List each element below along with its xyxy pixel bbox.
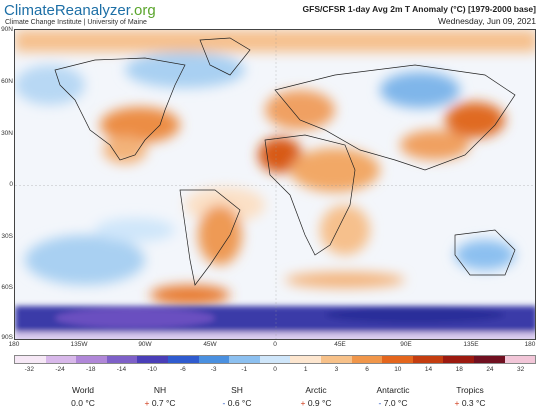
colorbar-swatch xyxy=(137,356,168,363)
colorbar-tick-label: -6 xyxy=(179,366,186,373)
anomaly-field xyxy=(15,30,535,305)
stat-tropics: Tropics + 0.3 °C xyxy=(435,385,505,408)
stat-sh: SH - 0.6 °C xyxy=(202,385,272,408)
colorbar-swatch xyxy=(76,356,107,363)
lon-label-90e: 90E xyxy=(400,341,412,348)
lat-label-60n: 60N xyxy=(1,78,13,85)
colorbar-swatch xyxy=(15,356,46,363)
colorbar-tick-label: -3 xyxy=(210,366,217,373)
colorbar-tick-label: 6 xyxy=(365,366,369,373)
stat-tropics-name: Tropics xyxy=(456,385,484,395)
stat-tropics-value: + 0.3 °C xyxy=(454,398,486,408)
colorbar-tick-label: 24 xyxy=(486,366,494,373)
institute-label: Climate Change Institute | University of… xyxy=(5,19,147,26)
stat-world-name: World xyxy=(71,385,95,395)
colorbar-swatch xyxy=(351,356,383,363)
stat-sh-name: SH xyxy=(231,385,243,395)
greenland-outline xyxy=(199,37,251,76)
colorbar-swatch xyxy=(106,356,138,363)
colorbar-swatch xyxy=(229,356,260,363)
lon-label-180e: 180 xyxy=(524,341,536,348)
lat-label-30n: 30N xyxy=(1,130,13,137)
stat-sh-value: - 0.6 °C xyxy=(222,398,252,408)
north-america-outline xyxy=(54,57,186,161)
colorbar-swatch xyxy=(320,356,352,363)
stat-world: World 0.0 °C xyxy=(48,385,118,408)
stat-antarctic: Antarctic - 7.0 °C xyxy=(358,385,428,408)
lon-label-90w: 90W xyxy=(138,341,152,348)
colorbar-tick-label: 1 xyxy=(303,366,308,373)
australia-outline xyxy=(454,229,516,276)
stat-nh: NH + 0.7 °C xyxy=(125,385,195,408)
stat-nh-name: NH xyxy=(153,385,167,395)
lat-label-0: 0 xyxy=(9,181,13,188)
stat-world-value: 0.0 °C xyxy=(71,398,95,408)
colorbar-tick-label: -14 xyxy=(116,366,127,373)
colorbar-swatch xyxy=(504,356,536,363)
graticule xyxy=(15,30,535,339)
lat-label-90s: 90S xyxy=(1,334,13,341)
colorbar-tick-label: 0 xyxy=(273,366,277,373)
continent-outlines xyxy=(54,37,516,286)
site-logo[interactable]: ClimateReanalyzer.org xyxy=(4,2,156,19)
colorbar-swatch xyxy=(45,356,77,363)
colorbar-swatch xyxy=(290,356,321,363)
colorbar-swatch xyxy=(443,356,474,363)
anomaly-map-canvas xyxy=(15,30,535,339)
colorbar-tick-label: 10 xyxy=(394,366,402,373)
lon-label-45w: 45W xyxy=(203,341,217,348)
colorbar-tick-label: -10 xyxy=(147,366,157,373)
stat-arctic-value: + 0.9 °C xyxy=(300,398,332,408)
stat-antarctic-value: - 7.0 °C xyxy=(378,398,408,408)
colorbar-tick-label: -32 xyxy=(24,366,35,373)
stat-arctic-name: Arctic xyxy=(305,385,327,395)
stat-antarctic-name: Antarctic xyxy=(376,385,410,395)
colorbar-swatch xyxy=(473,356,505,363)
colorbar-swatch xyxy=(198,356,230,363)
eurasia-outline xyxy=(274,64,516,171)
map-title: GFS/CFSR 1-day Avg 2m T Anomaly (°C) [19… xyxy=(302,4,536,14)
lon-label-45e: 45E xyxy=(334,341,346,348)
colorbar-swatch xyxy=(259,356,291,363)
logo-tld-text: .org xyxy=(129,2,156,19)
colorbar-tick-label: 14 xyxy=(424,366,433,373)
map-date: Wednesday, Jun 09, 2021 xyxy=(438,16,536,26)
colorbar-tick-label: 32 xyxy=(517,366,525,373)
temperature-anomaly-map xyxy=(14,29,536,340)
map-background xyxy=(15,30,535,339)
colorbar-tick-label: -24 xyxy=(55,366,65,373)
stat-arctic: Arctic + 0.9 °C xyxy=(281,385,351,408)
colorbar-tick-label: -1 xyxy=(241,366,248,373)
colorbar-swatch xyxy=(382,356,413,363)
colorbar-tick-label: 3 xyxy=(334,366,339,373)
colorbar xyxy=(14,355,536,364)
colorbar-swatch xyxy=(167,356,199,363)
lon-label-180w: 180 xyxy=(8,341,20,348)
colorbar-tick-label: -18 xyxy=(86,366,96,373)
logo-main-text: ClimateReanalyzer xyxy=(4,2,130,19)
lon-label-0: 0 xyxy=(273,341,277,348)
colorbar-tick-label: 18 xyxy=(455,366,463,373)
antarctic-cold-band xyxy=(15,306,535,339)
africa-outline xyxy=(264,134,356,256)
colorbar-swatch xyxy=(412,356,444,363)
lon-label-135w: 135W xyxy=(70,341,88,348)
lon-label-135e: 135E xyxy=(463,341,479,348)
stat-nh-value: + 0.7 °C xyxy=(144,398,176,408)
lat-label-90n: 90N xyxy=(1,26,13,33)
south-america-outline xyxy=(179,189,241,286)
lat-label-30s: 30S xyxy=(1,233,13,240)
lat-label-60s: 60S xyxy=(1,284,13,291)
